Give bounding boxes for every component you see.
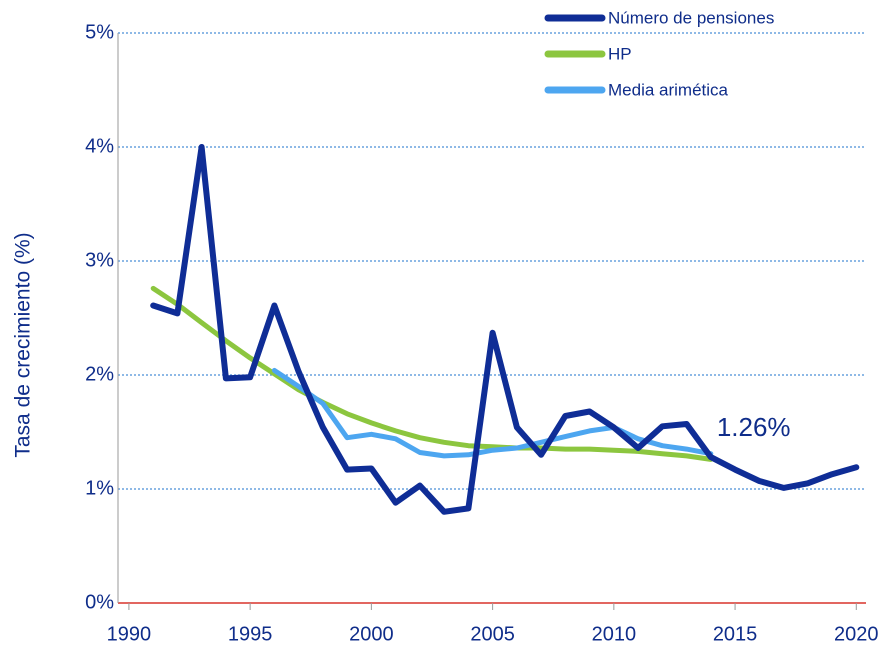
x-tick-label: 1995 (228, 623, 273, 645)
x-tick-label: 2000 (349, 623, 394, 645)
annotation: 1.26% (717, 412, 791, 442)
y-axis-label: Tasa de crecimiento (%) (12, 232, 35, 457)
x-tick-label: 2020 (834, 623, 879, 645)
x-tick-label: 2005 (470, 623, 515, 645)
series-line (150, 285, 714, 462)
y-tick-label: 2% (85, 363, 114, 385)
y-tick-label: 4% (85, 135, 114, 157)
y-tick-label: 0% (85, 591, 114, 613)
y-tick-label: 1% (85, 477, 114, 499)
legend-label: Media arimética (608, 80, 729, 99)
legend-label: HP (608, 44, 632, 63)
y-tick-label: 3% (85, 249, 114, 271)
x-tick-label: 1990 (107, 623, 152, 645)
series-line (150, 144, 860, 515)
y-tick-label: 5% (85, 21, 114, 43)
x-tick-label: 2015 (713, 623, 758, 645)
legend-label: Número de pensiones (608, 8, 774, 27)
x-tick-label: 2010 (592, 623, 637, 645)
series-line (271, 367, 714, 459)
